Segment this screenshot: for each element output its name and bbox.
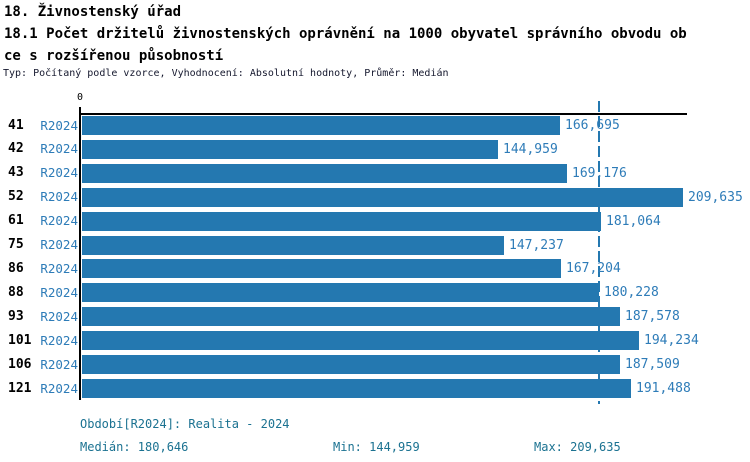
bar <box>82 235 504 255</box>
bar-value-label: 187,509 <box>625 357 680 373</box>
row-period-label: R2024 <box>40 380 78 396</box>
bar-value-label: 180,228 <box>604 285 659 301</box>
bar-value-label: 144,959 <box>503 141 558 157</box>
y-axis-line <box>79 107 81 400</box>
bar <box>82 115 560 135</box>
bar <box>82 283 599 303</box>
row-category-label: 41 <box>8 117 24 133</box>
row-category-label: 43 <box>8 165 24 181</box>
stat-min: Min: 144,959 <box>333 440 420 454</box>
row-category-label: 61 <box>8 213 24 229</box>
row-category-label: 42 <box>8 141 24 157</box>
x-axis-line <box>79 113 687 115</box>
bar <box>82 307 620 327</box>
row-period-label: R2024 <box>40 284 78 300</box>
bar-value-label: 147,237 <box>509 237 564 253</box>
row-period-label: R2024 <box>40 117 78 133</box>
report-section-title: 18. Živnostenský úřad <box>4 4 182 20</box>
row-category-label: 88 <box>8 284 24 300</box>
bar <box>82 187 683 207</box>
bar-value-label: 181,064 <box>606 213 661 229</box>
row-category-label: 86 <box>8 261 24 276</box>
row-period-label: R2024 <box>40 308 78 324</box>
row-period-label: R2024 <box>40 141 78 157</box>
chart-title-line-2: ce s rozšířenou působností <box>4 48 224 64</box>
bar-value-label: 194,234 <box>644 333 699 349</box>
bar <box>82 211 601 231</box>
row-period-label: R2024 <box>40 165 78 181</box>
chart-meta-info: Typ: Počítaný podle vzorce, Vyhodnocení:… <box>3 68 449 79</box>
bar <box>82 259 561 279</box>
bar-value-label: 187,578 <box>625 309 680 325</box>
row-category-label: 121 <box>8 380 32 396</box>
bar <box>82 163 567 183</box>
bar <box>82 355 620 375</box>
row-category-label: 106 <box>8 356 32 372</box>
stat-median: Medián: 180,646 <box>80 440 189 454</box>
row-period-label: R2024 <box>40 213 78 229</box>
row-period-label: R2024 <box>40 237 78 253</box>
row-category-label: 93 <box>8 308 24 324</box>
x-axis-zero-label: 0 <box>76 92 84 103</box>
row-period-label: R2024 <box>40 332 78 348</box>
row-category-label: 101 <box>8 332 32 348</box>
bar-value-label: 167,204 <box>566 261 621 277</box>
row-period-label: R2024 <box>40 356 78 372</box>
row-category-label: 75 <box>8 237 24 253</box>
row-period-label: R2024 <box>40 261 78 276</box>
median-line <box>598 101 600 404</box>
bar <box>82 139 498 159</box>
bar-value-label: 191,488 <box>636 381 691 397</box>
bar <box>82 331 639 351</box>
row-period-label: R2024 <box>40 189 78 205</box>
bar <box>82 379 631 399</box>
stat-max: Max: 209,635 <box>534 440 621 454</box>
bar-value-label: 209,635 <box>688 189 743 205</box>
bar-value-label: 169,176 <box>572 165 627 181</box>
bar-value-label: 166,695 <box>565 117 620 133</box>
row-category-label: 52 <box>8 189 24 205</box>
chart-title-line-1: 18.1 Počet držitelů živnostenských opráv… <box>4 26 687 42</box>
period-info: Období[R2024]: Realita - 2024 <box>80 417 290 431</box>
